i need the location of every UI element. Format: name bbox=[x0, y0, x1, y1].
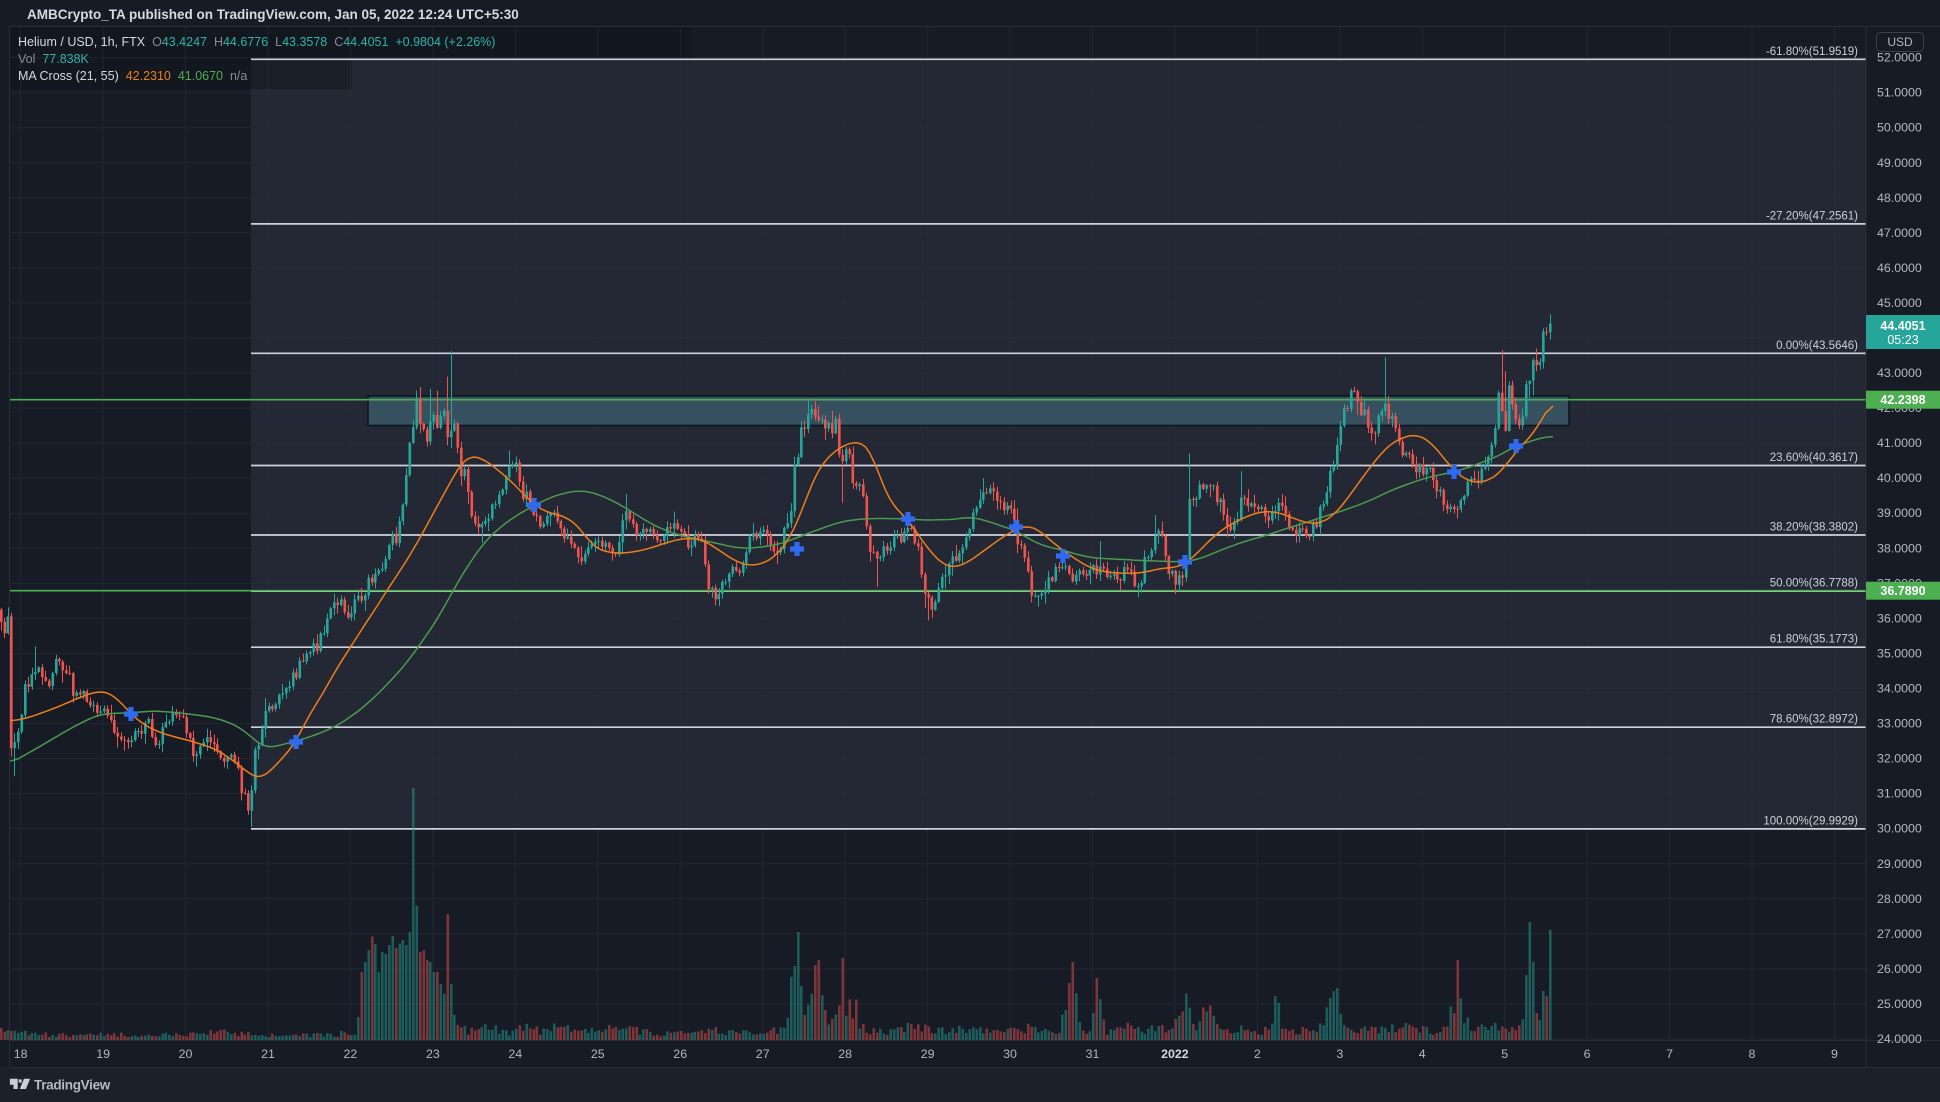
svg-text:39.0000: 39.0000 bbox=[1877, 506, 1922, 520]
svg-text:27.0000: 27.0000 bbox=[1877, 927, 1922, 941]
svg-text:TradingView: TradingView bbox=[34, 1078, 111, 1093]
svg-text:5: 5 bbox=[1501, 1047, 1508, 1061]
svg-text:31.0000: 31.0000 bbox=[1877, 787, 1922, 801]
svg-text:24: 24 bbox=[508, 1047, 522, 1061]
svg-text:24.0000: 24.0000 bbox=[1877, 1032, 1922, 1046]
svg-text:30.0000: 30.0000 bbox=[1877, 822, 1922, 836]
svg-text:Vol 77.838K: Vol 77.838K bbox=[18, 52, 90, 66]
svg-text:32.0000: 32.0000 bbox=[1877, 752, 1922, 766]
svg-text:19: 19 bbox=[96, 1047, 110, 1061]
svg-text:40.0000: 40.0000 bbox=[1877, 471, 1922, 485]
svg-text:29: 29 bbox=[921, 1047, 935, 1061]
svg-text:05:23: 05:23 bbox=[1887, 333, 1918, 347]
svg-text:34.0000: 34.0000 bbox=[1877, 682, 1922, 696]
svg-text:20: 20 bbox=[179, 1047, 193, 1061]
svg-text:28: 28 bbox=[838, 1047, 852, 1061]
svg-text:47.0000: 47.0000 bbox=[1877, 226, 1922, 240]
svg-text:Helium / USD, 1h, FTX O43.424: Helium / USD, 1h, FTX O43.4247 H44.6776 … bbox=[18, 35, 495, 49]
svg-text:35.0000: 35.0000 bbox=[1877, 646, 1922, 660]
svg-text:36.7890: 36.7890 bbox=[1880, 584, 1925, 598]
svg-text:27: 27 bbox=[756, 1047, 770, 1061]
svg-text:100.00%(29.9929): 100.00%(29.9929) bbox=[1763, 815, 1858, 827]
svg-text:18: 18 bbox=[14, 1047, 28, 1061]
svg-text:31: 31 bbox=[1086, 1047, 1100, 1061]
svg-text:0.00%(43.5646): 0.00%(43.5646) bbox=[1776, 340, 1858, 352]
svg-text:43.0000: 43.0000 bbox=[1877, 366, 1922, 380]
svg-text:50.0000: 50.0000 bbox=[1877, 121, 1922, 135]
svg-text:29.0000: 29.0000 bbox=[1877, 857, 1922, 871]
svg-text:28.0000: 28.0000 bbox=[1877, 892, 1922, 906]
svg-text:42.2398: 42.2398 bbox=[1880, 393, 1925, 407]
svg-text:38.20%(38.3802): 38.20%(38.3802) bbox=[1770, 522, 1858, 534]
svg-text:3: 3 bbox=[1336, 1047, 1343, 1061]
svg-text:-61.80%(51.9519): -61.80%(51.9519) bbox=[1766, 46, 1858, 58]
svg-text:45.0000: 45.0000 bbox=[1877, 296, 1922, 310]
svg-text:48.0000: 48.0000 bbox=[1877, 191, 1922, 205]
svg-text:4: 4 bbox=[1419, 1047, 1426, 1061]
svg-text:49.0000: 49.0000 bbox=[1877, 156, 1922, 170]
svg-text:78.60%(32.8972): 78.60%(32.8972) bbox=[1770, 714, 1858, 726]
svg-text:38.0000: 38.0000 bbox=[1877, 541, 1922, 555]
svg-text:52.0000: 52.0000 bbox=[1877, 51, 1922, 65]
svg-text:25: 25 bbox=[591, 1047, 605, 1061]
svg-text:2022: 2022 bbox=[1161, 1047, 1189, 1061]
svg-text:46.0000: 46.0000 bbox=[1877, 261, 1922, 275]
svg-text:61.80%(35.1773): 61.80%(35.1773) bbox=[1770, 634, 1858, 646]
svg-text:50.00%(36.7788): 50.00%(36.7788) bbox=[1770, 578, 1858, 590]
svg-text:23.60%(40.3617): 23.60%(40.3617) bbox=[1770, 452, 1858, 464]
svg-text:26: 26 bbox=[673, 1047, 687, 1061]
svg-text:6: 6 bbox=[1584, 1047, 1591, 1061]
svg-text:AMBCrypto_TA published on Trad: AMBCrypto_TA published on TradingView.co… bbox=[27, 7, 519, 22]
svg-text:7: 7 bbox=[1666, 1047, 1673, 1061]
svg-text:51.0000: 51.0000 bbox=[1877, 86, 1922, 100]
svg-text:26.0000: 26.0000 bbox=[1877, 962, 1922, 976]
svg-text:44.4051: 44.4051 bbox=[1880, 319, 1925, 333]
svg-text:22: 22 bbox=[344, 1047, 358, 1061]
svg-text:21: 21 bbox=[261, 1047, 275, 1061]
svg-text:25.0000: 25.0000 bbox=[1877, 997, 1922, 1011]
svg-text:9: 9 bbox=[1831, 1047, 1838, 1061]
svg-text:-27.20%(47.2561): -27.20%(47.2561) bbox=[1766, 210, 1858, 222]
svg-text:MA Cross (21, 55) 42.2310 41: MA Cross (21, 55) 42.2310 41.0670 n/a bbox=[18, 69, 247, 83]
svg-text:USD: USD bbox=[1887, 35, 1913, 49]
svg-text:23: 23 bbox=[426, 1047, 440, 1061]
svg-text:41.0000: 41.0000 bbox=[1877, 436, 1922, 450]
svg-text:8: 8 bbox=[1749, 1047, 1756, 1061]
svg-text:2: 2 bbox=[1254, 1047, 1261, 1061]
svg-text:33.0000: 33.0000 bbox=[1877, 717, 1922, 731]
svg-text:36.0000: 36.0000 bbox=[1877, 611, 1922, 625]
svg-text:30: 30 bbox=[1003, 1047, 1017, 1061]
